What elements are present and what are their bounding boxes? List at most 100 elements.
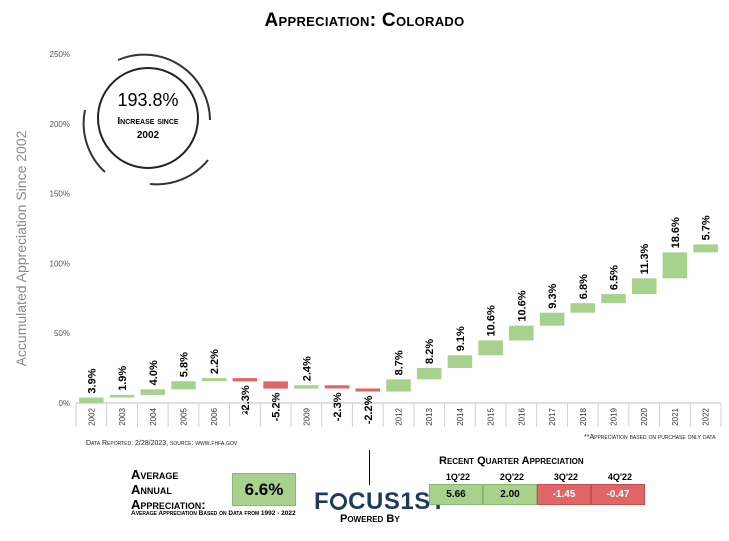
bar [355, 388, 381, 392]
data-label: 6.8% [578, 274, 590, 299]
logo-text-b: CUS [348, 488, 401, 515]
data-label: -2.3% [332, 392, 344, 421]
bar [201, 378, 227, 382]
x-tick-label: 2009 [302, 407, 311, 425]
bar [539, 312, 565, 326]
powered-by-label: Powered By [340, 513, 400, 525]
data-label: 6.5% [609, 265, 621, 290]
bar [601, 294, 626, 304]
x-tick-label: 2018 [579, 407, 588, 425]
logo-o-icon [330, 493, 348, 510]
bar [509, 325, 534, 341]
chart-title: Appreciation: Colorado [264, 10, 465, 31]
x-tick-label: 2013 [425, 407, 434, 425]
data-label: 4.0% [148, 360, 160, 385]
callout-line2: 2002 [137, 130, 160, 141]
quarter-value: -1.45 [537, 484, 591, 505]
bar [631, 278, 657, 295]
quarter-value: 2.00 [483, 484, 537, 505]
bar [79, 397, 104, 403]
data-label: 8.2% [424, 339, 436, 364]
x-tick-label: 2021 [671, 407, 680, 425]
x-tick-label: 2005 [180, 407, 189, 425]
bar [416, 367, 442, 380]
y-tick-label: 150% [50, 190, 70, 199]
quarter-header: 4Q'22 [607, 472, 633, 482]
x-tick-label: 2022 [702, 407, 711, 425]
y-axis-title: Accumulated Appreciation Since 2002 [13, 130, 29, 366]
quarter-value: -0.47 [591, 484, 645, 505]
y-tick-label: 0% [58, 399, 70, 408]
data-label: 9.3% [547, 283, 559, 308]
data-label: 2.4% [301, 356, 313, 381]
data-label: 5.7% [701, 215, 713, 240]
bar [232, 378, 258, 382]
x-tick-label: 2020 [640, 407, 649, 425]
average-label: Average Annual Appreciation: [131, 467, 206, 512]
data-label: 8.7% [394, 350, 406, 375]
average-label-line: Average [131, 467, 179, 482]
quarter-header: 3Q'22 [553, 472, 579, 482]
data-label: -5.2% [271, 392, 283, 421]
data-label: 3.9% [86, 368, 98, 393]
bar [478, 340, 503, 356]
callout-ring-outer [117, 53, 211, 121]
bar [263, 381, 288, 389]
y-tick-label: 100% [50, 259, 70, 268]
average-value-box: 6.6% [232, 473, 296, 506]
callout-ring-inner [97, 67, 199, 169]
bar [386, 379, 411, 392]
x-tick-label: 2016 [517, 407, 526, 425]
bar [693, 244, 718, 253]
focus1st-logo: F CUS1ST [314, 488, 446, 516]
data-source-note: Data Reported: 2/28/2023, source: www.fh… [86, 440, 238, 447]
x-tick-label: 2004 [149, 407, 158, 425]
quarter-header: 1Q'22 [445, 472, 471, 482]
callout-ring-outer-2 [149, 159, 209, 186]
quarter-header: 2Q'22 [499, 472, 525, 482]
x-tick-label: 2002 [87, 407, 96, 425]
data-label: 10.6% [516, 290, 528, 321]
data-label: 2.2% [209, 349, 221, 374]
data-label: -2.2% [363, 395, 375, 424]
x-tick-label: 2015 [487, 407, 496, 425]
quarter-value: 5.66 [429, 484, 483, 505]
data-label: 5.8% [179, 352, 191, 377]
logo-divider [369, 450, 370, 485]
bar [294, 385, 319, 389]
bar [447, 355, 473, 368]
data-label: 10.6% [486, 305, 498, 336]
bar [140, 389, 166, 395]
x-tick-label: 2019 [610, 407, 619, 425]
bar [171, 381, 196, 390]
x-tick-label: 2017 [548, 407, 557, 425]
bar [324, 385, 350, 389]
x-tick-label: 2014 [456, 407, 465, 425]
bar [109, 394, 135, 398]
data-label: -2.3% [240, 385, 252, 414]
bar [570, 303, 596, 313]
appreciation-note: **Appreciation based on purchase only da… [584, 434, 716, 441]
callout-value: 193.8% [117, 90, 178, 110]
x-tick-label: 2012 [395, 407, 404, 425]
data-label: 9.1% [455, 326, 467, 351]
callout-ring-outer-3 [82, 109, 106, 173]
average-subtext: Average Appreciation Based on Data from … [131, 510, 296, 517]
callout-line1: Increase since [117, 116, 179, 127]
data-label: 11.3% [639, 244, 651, 275]
x-tick-label: 2006 [210, 407, 219, 425]
total-increase-callout: 193.8% Increase since 2002 [82, 53, 211, 186]
y-tick-label: 50% [54, 329, 70, 338]
x-tick-label: 2003 [118, 407, 127, 425]
data-label: 1.9% [117, 366, 129, 391]
x-tick-label: 2( [241, 408, 250, 415]
average-label-line: Annual [131, 482, 172, 497]
recent-quarter-title: Recent Quarter Appreciation [439, 455, 584, 467]
logo-text-a: F [314, 488, 330, 515]
bar [662, 252, 688, 279]
y-tick-label: 200% [50, 120, 70, 129]
data-label: 18.6% [670, 217, 682, 248]
y-tick-label: 250% [50, 50, 70, 59]
average-label-line: Appreciation: [131, 497, 206, 512]
